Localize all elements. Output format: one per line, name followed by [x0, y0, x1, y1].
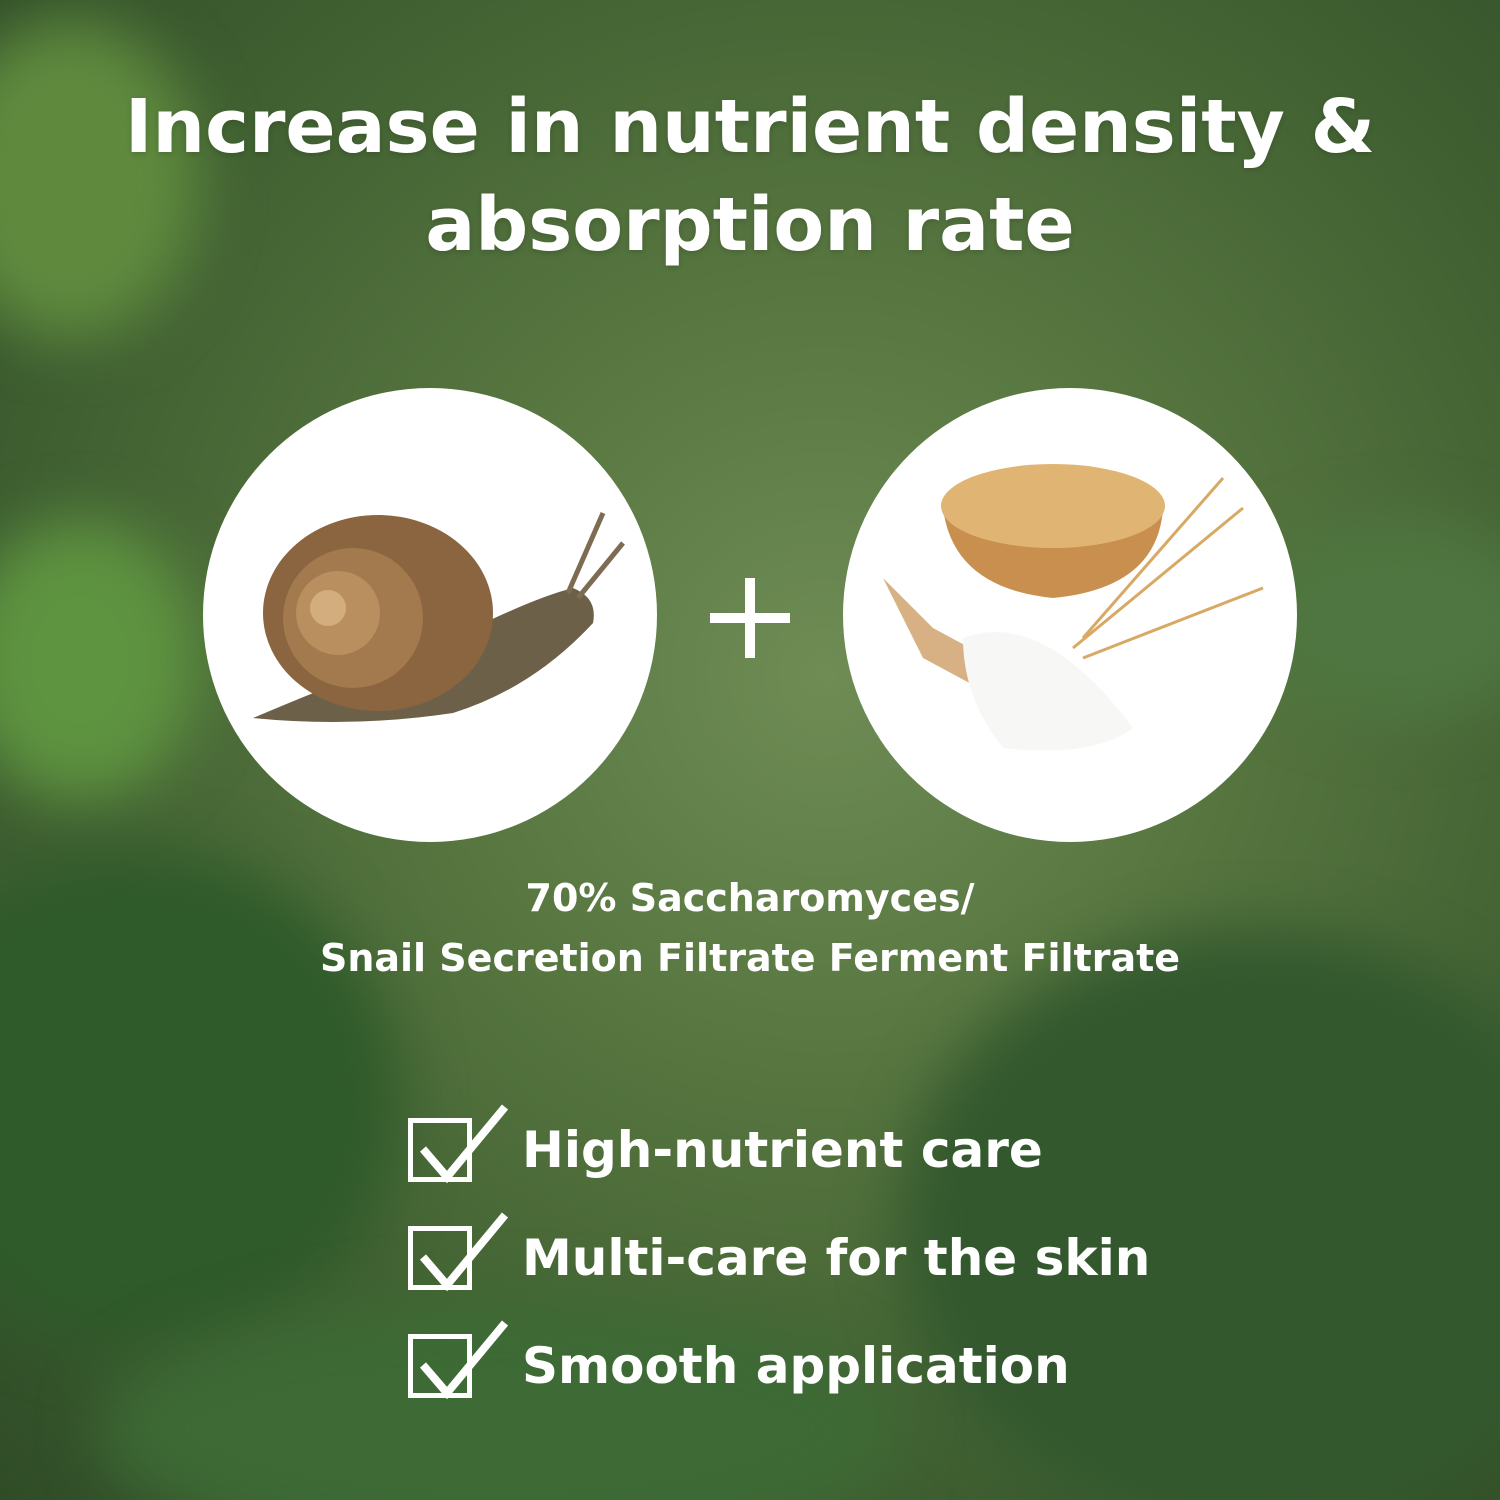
benefit-label: High-nutrient care [522, 1121, 1043, 1179]
plus-icon [710, 578, 790, 658]
page-title: Increase in nutrient density & absorptio… [0, 78, 1500, 274]
title-line-2: absorption rate [425, 182, 1075, 268]
benefit-item: High-nutrient care [408, 1096, 1150, 1204]
title-line-1: Increase in nutrient density & [124, 84, 1376, 170]
ingredient-caption: 70% Saccharomyces/ Snail Secretion Filtr… [0, 868, 1500, 988]
checkbox-checked-icon [408, 1104, 509, 1184]
caption-line-1: 70% Saccharomyces/ [525, 876, 975, 920]
snail-image [203, 388, 657, 842]
caption-line-2: Snail Secretion Filtrate Ferment Filtrat… [319, 936, 1181, 980]
checkbox-checked-icon [408, 1320, 509, 1400]
benefit-item: Smooth application [408, 1312, 1150, 1420]
wheat-flour-image [843, 388, 1297, 842]
checkbox-checked-icon [408, 1212, 509, 1292]
benefit-label: Smooth application [522, 1337, 1070, 1395]
benefit-list: High-nutrient care Multi-care for the sk… [408, 1096, 1150, 1420]
benefit-item: Multi-care for the skin [408, 1204, 1150, 1312]
benefit-label: Multi-care for the skin [522, 1229, 1151, 1287]
